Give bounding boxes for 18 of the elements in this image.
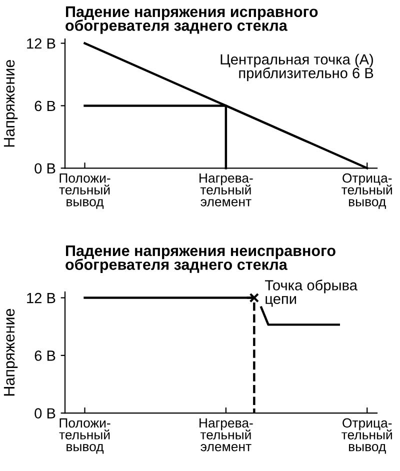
y-axis-title: Напряжение	[4, 308, 18, 396]
y-tick-label: 0 В	[34, 163, 56, 174]
y-tick-label: 6 В	[34, 100, 56, 112]
annotation: Центральная точка (A) приблизительно 6 В	[220, 54, 374, 82]
x-tick-label: Отрица- тельный вывод	[342, 418, 392, 454]
y-axis-title: Напряжение	[4, 60, 18, 147]
x-tick-label: Положи- тельный вывод	[59, 418, 110, 454]
y-tick-label: 6 В	[34, 350, 56, 361]
y-tick-label: 12 В	[27, 292, 56, 304]
chart-title: Падение напряжения исправного обогревателя заднего стекла	[66, 6, 318, 34]
y-tick-label: 12 В	[27, 38, 56, 49]
x-tick-label: Нагрева- тельный элемент	[200, 173, 253, 206]
x-tick-label: Нагрева- тельный элемент	[200, 418, 253, 452]
annotation: Точка обрыва цепи	[265, 280, 358, 307]
x-tick-label: Положи- тельный вывод	[59, 173, 110, 209]
x-tick-label: Отрица- тельный вывод	[342, 173, 392, 209]
y-tick-label: 0 В	[34, 408, 56, 418]
chart-title: Падение напряжения неисправного обогревателя заднего стекла	[66, 245, 336, 273]
